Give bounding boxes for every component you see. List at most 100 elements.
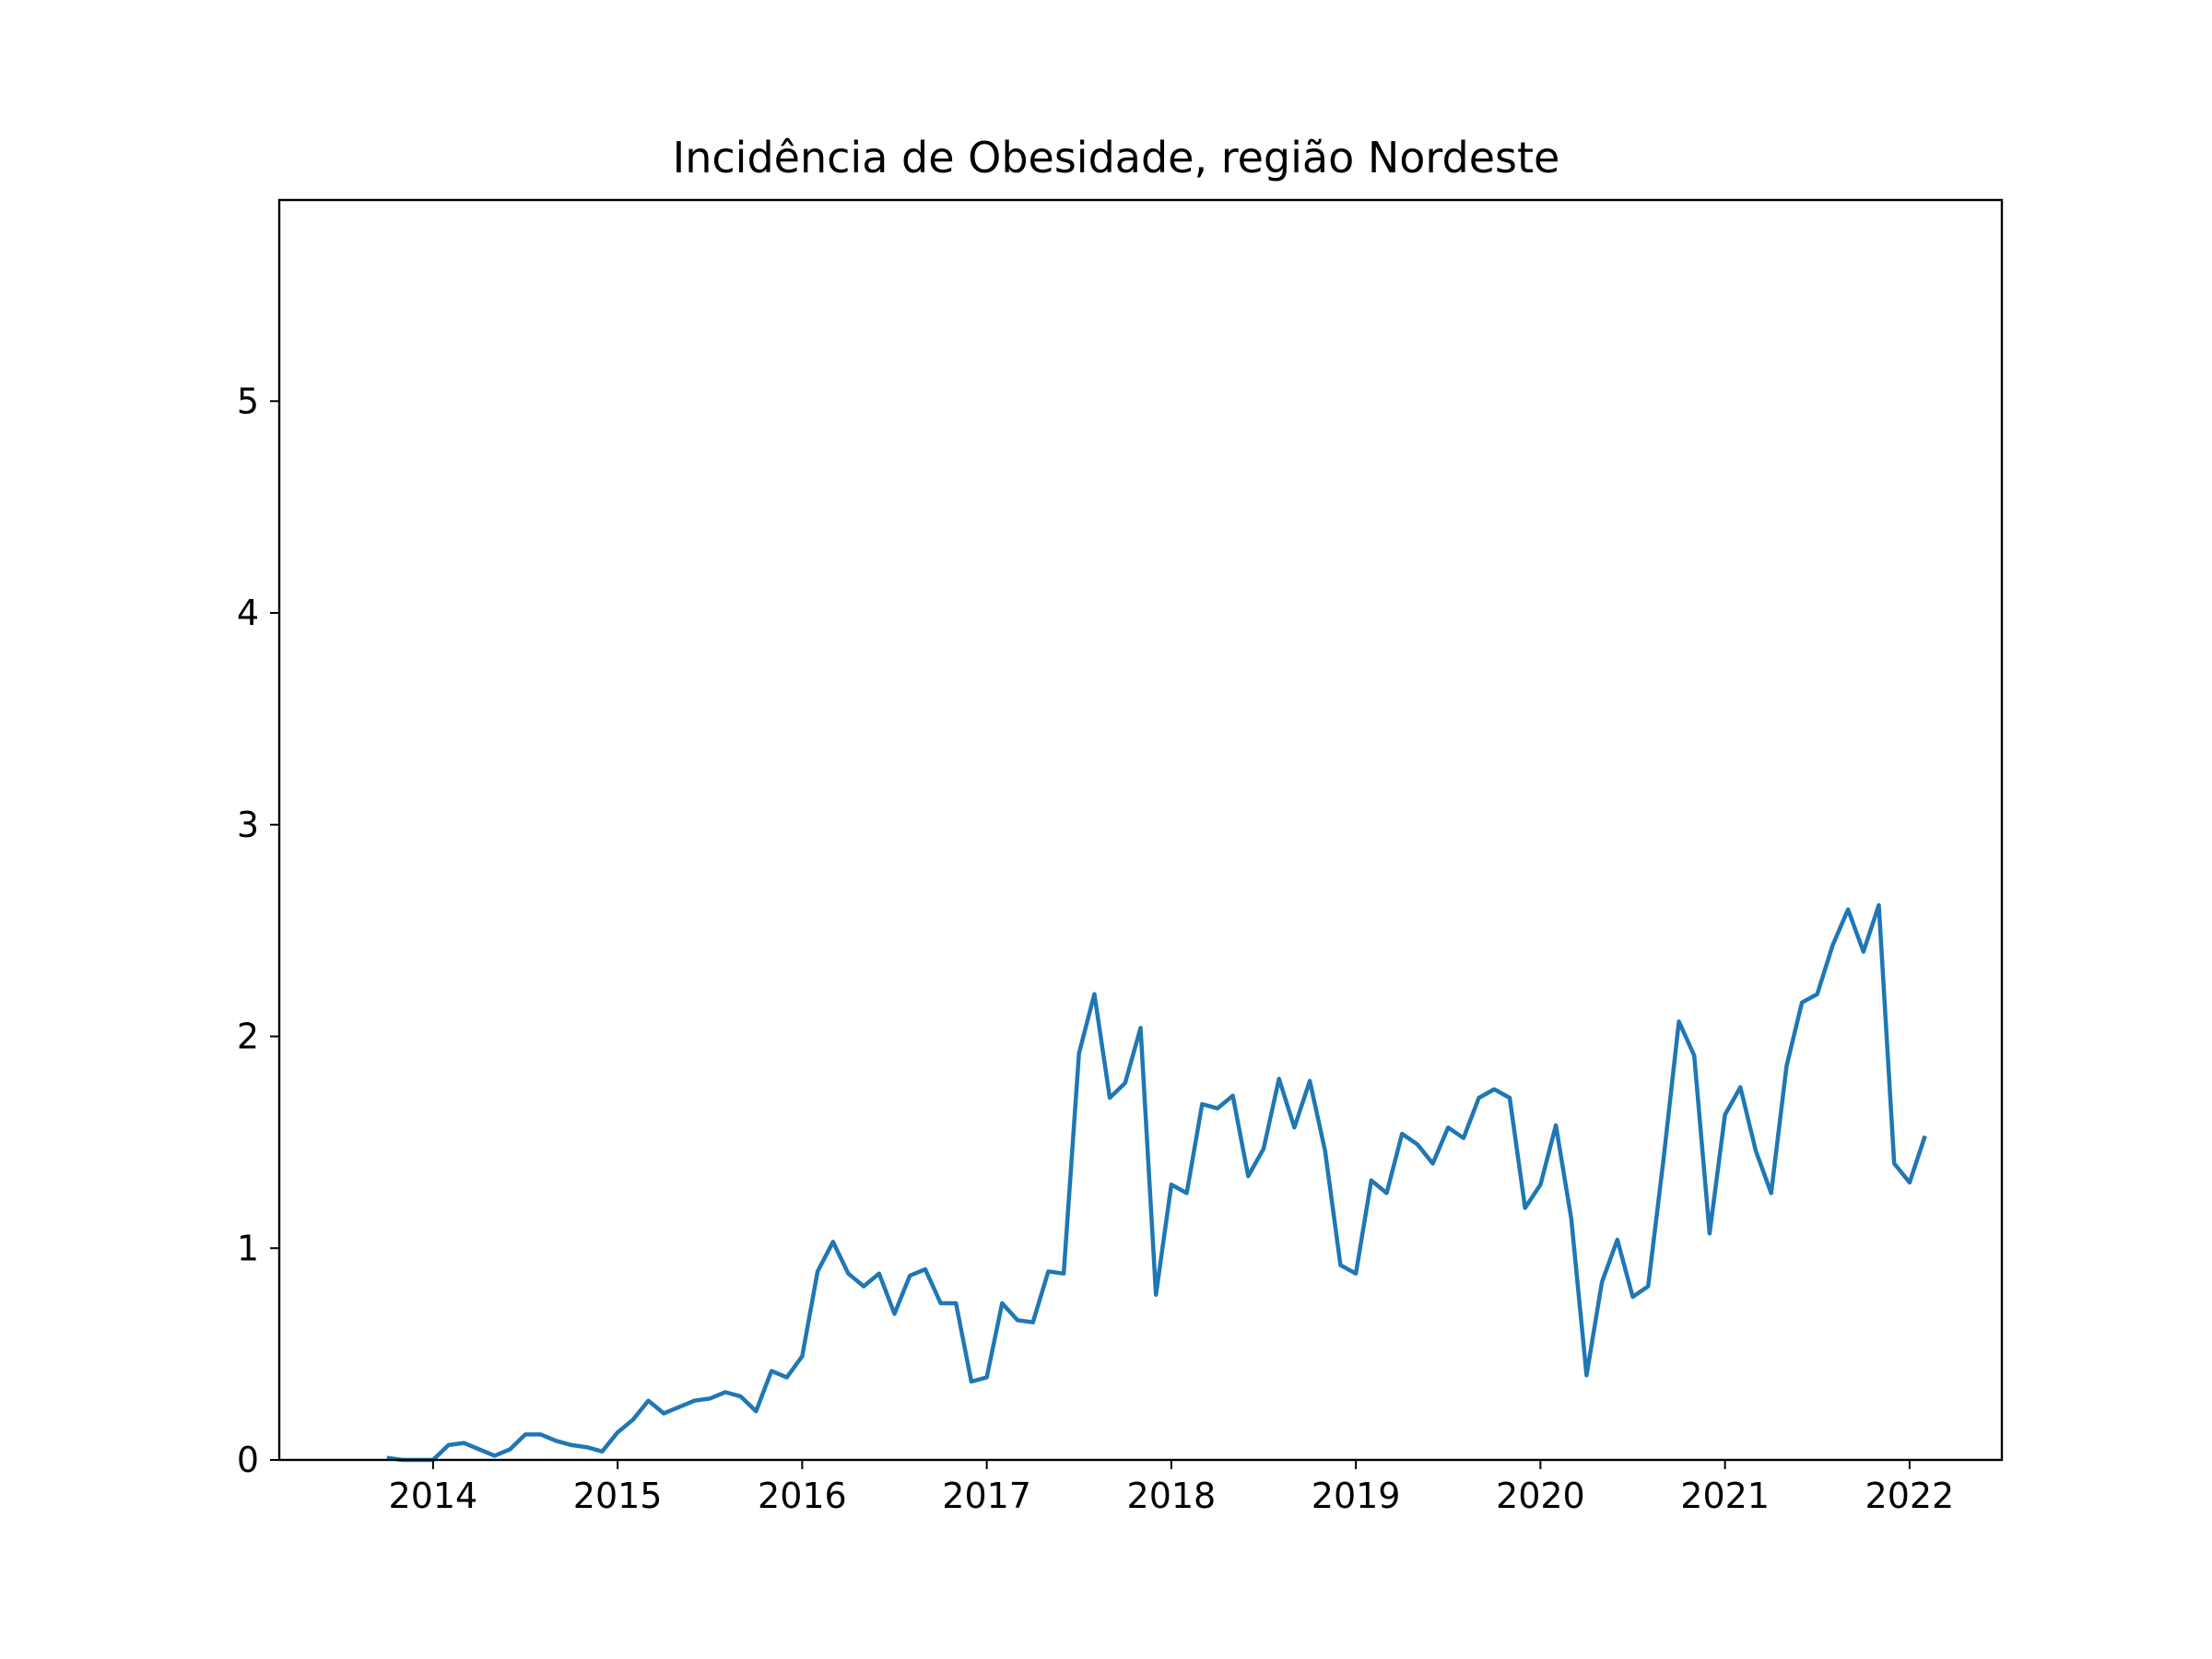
x-tick-label: 2020 (1496, 1476, 1585, 1516)
data-point (908, 1274, 912, 1277)
data-point (954, 1301, 958, 1305)
data-point (862, 1285, 865, 1288)
data-point (970, 1380, 973, 1383)
chart-title: Incidência de Obesidade, região Nordeste (673, 133, 1560, 182)
y-tick-label: 0 (237, 1440, 259, 1480)
data-point (1492, 1088, 1496, 1091)
data-point (1830, 944, 1834, 947)
data-point (1338, 1264, 1342, 1267)
data-point (585, 1445, 589, 1449)
data-point (1231, 1094, 1235, 1098)
data-point (1570, 1217, 1573, 1220)
data-point (1200, 1102, 1204, 1106)
data-point (1277, 1077, 1281, 1081)
series-line-0 (386, 902, 1927, 1463)
data-point (477, 1448, 481, 1452)
data-point (1616, 1238, 1619, 1241)
data-point (1016, 1318, 1019, 1322)
data-point (1324, 1149, 1327, 1153)
data-point (1784, 1065, 1788, 1068)
data-point (1538, 1182, 1542, 1186)
data-point (770, 1370, 773, 1373)
x-tick-label: 2016 (758, 1476, 847, 1516)
axes-frame (277, 198, 2004, 1462)
data-point (1462, 1136, 1465, 1140)
data-point (1385, 1192, 1389, 1195)
data-point (616, 1430, 619, 1434)
x-tick-label: 2021 (1680, 1476, 1770, 1516)
data-point (1031, 1321, 1035, 1324)
data-point (1446, 1125, 1450, 1129)
data-point (1662, 1158, 1665, 1161)
x-tick-label: 2015 (573, 1476, 663, 1516)
y-tick-label: 3 (237, 805, 259, 845)
data-point (1431, 1161, 1435, 1165)
x-tick-label: 2018 (1127, 1476, 1217, 1516)
data-point (754, 1409, 758, 1413)
data-point (893, 1312, 897, 1316)
data-point (1154, 1293, 1158, 1297)
data-point (1416, 1143, 1419, 1147)
data-point (1354, 1272, 1358, 1276)
data-point (785, 1375, 789, 1379)
data-point (677, 1406, 681, 1409)
data-point (1846, 908, 1850, 912)
data-point (939, 1301, 943, 1305)
data-point (1108, 1096, 1112, 1100)
data-point (1908, 1181, 1912, 1184)
data-point (1754, 1149, 1758, 1153)
data-point (570, 1443, 573, 1447)
data-point (1477, 1096, 1481, 1100)
data-point (739, 1394, 743, 1398)
x-tick-label: 2022 (1865, 1476, 1955, 1516)
data-point (447, 1443, 451, 1447)
data-point (1262, 1147, 1265, 1150)
data-point (877, 1272, 881, 1276)
data-point (1077, 1052, 1081, 1055)
data-point (1600, 1280, 1604, 1284)
data-point (985, 1375, 989, 1379)
data-point (816, 1270, 819, 1274)
data-point (724, 1391, 727, 1394)
data-point (1646, 1285, 1650, 1288)
data-point (539, 1432, 543, 1436)
data-point (1862, 950, 1865, 954)
data-point (1400, 1132, 1404, 1135)
data-point (600, 1450, 604, 1453)
data-point (693, 1399, 697, 1403)
data-point (508, 1448, 512, 1452)
data-point (1092, 993, 1096, 996)
data-point (1631, 1295, 1635, 1299)
data-point (1000, 1301, 1004, 1305)
data-point (1246, 1174, 1250, 1178)
data-point (1770, 1192, 1773, 1195)
data-point (1677, 1019, 1681, 1023)
data-point (1170, 1182, 1173, 1186)
data-point (1892, 1161, 1896, 1165)
data-point (1046, 1270, 1050, 1274)
data-point (1524, 1206, 1527, 1210)
y-tick-label: 4 (237, 593, 259, 633)
data-point (708, 1396, 712, 1400)
data-point (1877, 903, 1881, 907)
data-point (1554, 1124, 1558, 1127)
data-point (831, 1240, 835, 1243)
data-point (1062, 1272, 1065, 1276)
data-point (924, 1267, 927, 1271)
data-point (1692, 1053, 1696, 1057)
data-point (462, 1441, 465, 1445)
data-point (1216, 1107, 1219, 1111)
data-point (631, 1418, 635, 1421)
data-point (1185, 1192, 1189, 1195)
data-point (846, 1272, 850, 1276)
data-point (1139, 1026, 1143, 1030)
data-point (524, 1432, 527, 1436)
data-point (1508, 1096, 1512, 1100)
y-tick-label: 1 (237, 1228, 259, 1268)
data-point (1816, 993, 1819, 996)
data-point (1724, 1113, 1727, 1117)
y-tick-label: 5 (237, 381, 259, 421)
data-point (493, 1453, 497, 1457)
data-point (1800, 1001, 1804, 1005)
